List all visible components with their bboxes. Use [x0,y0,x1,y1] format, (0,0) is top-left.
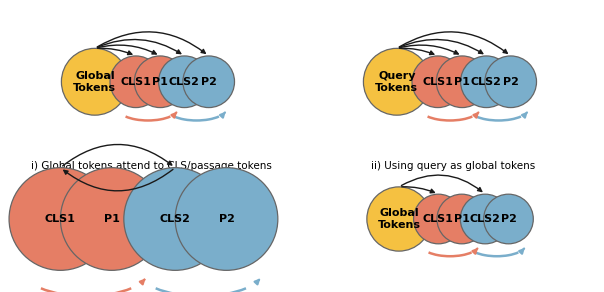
Circle shape [484,194,533,244]
Text: P2: P2 [503,77,519,87]
Circle shape [364,48,430,115]
Text: P1: P1 [454,77,470,87]
Text: ii) Using query as global tokens: ii) Using query as global tokens [371,161,535,171]
Text: CLS2: CLS2 [169,77,200,87]
Circle shape [437,194,487,244]
Circle shape [461,56,512,107]
Circle shape [436,56,488,107]
Circle shape [62,48,128,115]
Text: Global
Tokens: Global Tokens [73,71,117,93]
Text: CLS1: CLS1 [120,77,151,87]
Circle shape [414,194,463,244]
Circle shape [175,168,278,270]
Circle shape [60,168,163,270]
Text: CLS1: CLS1 [423,214,454,224]
Circle shape [485,56,536,107]
Text: Global
Tokens: Global Tokens [378,208,420,230]
Text: Query
Tokens: Query Tokens [375,71,419,93]
Circle shape [9,168,112,270]
Text: P1: P1 [454,214,470,224]
Text: CLS2: CLS2 [159,214,191,224]
Circle shape [412,56,464,107]
Text: P1: P1 [152,77,168,87]
Circle shape [124,168,226,270]
Text: CLS2: CLS2 [471,77,502,87]
Circle shape [460,194,510,244]
Text: P2: P2 [201,77,217,87]
Text: P1: P1 [104,214,120,224]
Text: P2: P2 [219,214,234,224]
Circle shape [183,56,234,107]
Text: P2: P2 [501,214,516,224]
Text: CLS2: CLS2 [470,214,501,224]
Circle shape [134,56,186,107]
Text: CLS1: CLS1 [45,214,76,224]
Text: i) Global tokens attend to CLS/passage tokens: i) Global tokens attend to CLS/passage t… [31,161,271,171]
Circle shape [110,56,162,107]
Circle shape [367,187,431,251]
Text: CLS1: CLS1 [422,77,453,87]
Circle shape [159,56,210,107]
